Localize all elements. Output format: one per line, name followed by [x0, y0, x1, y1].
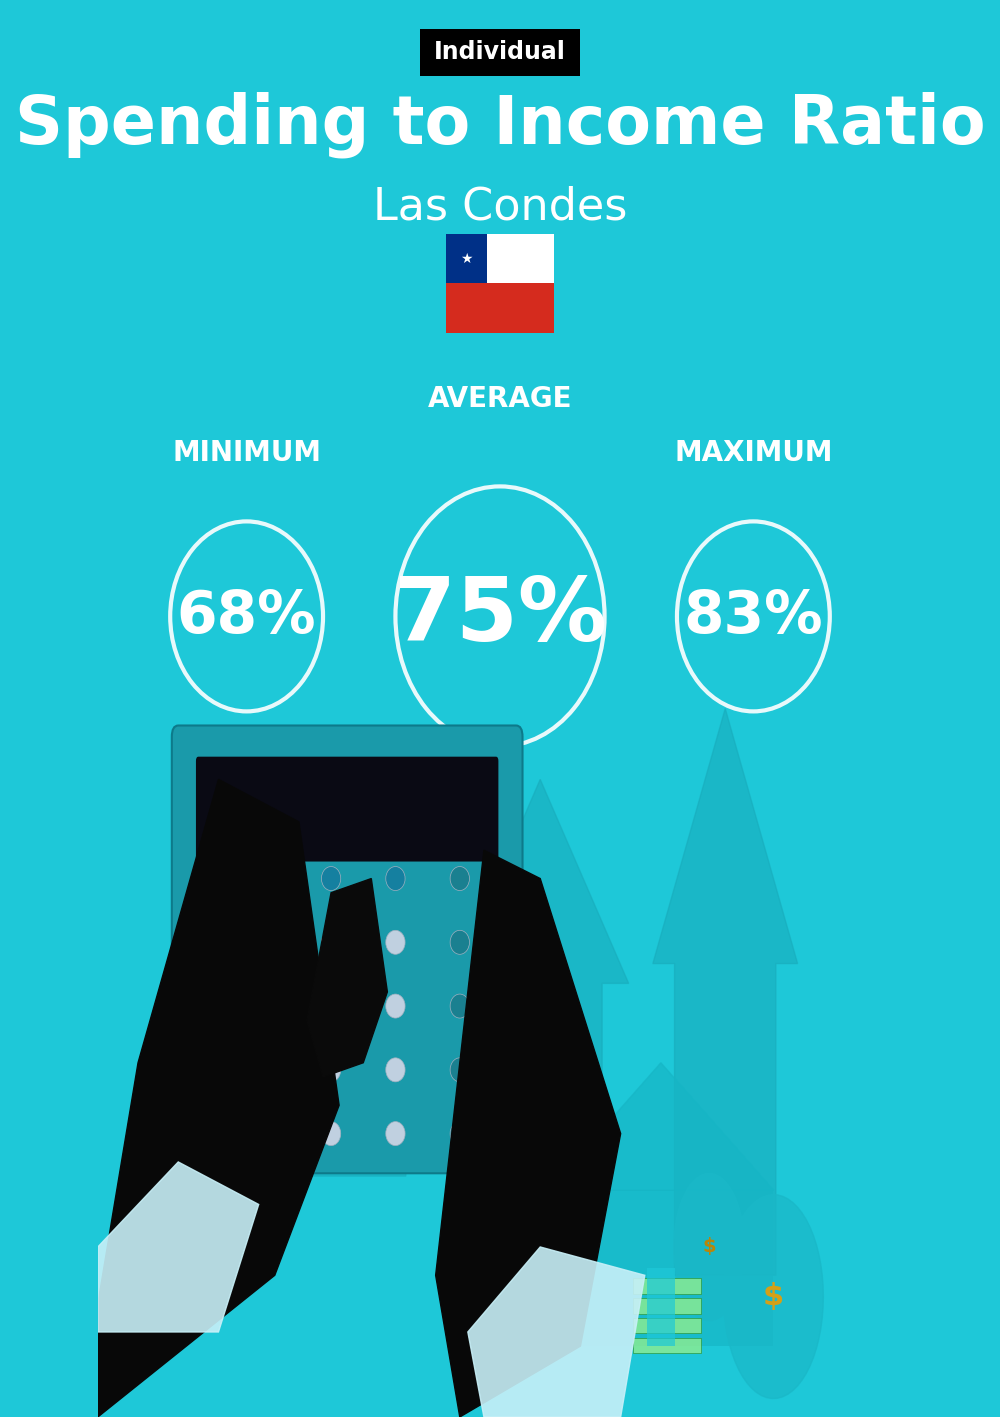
- Text: Las Condes: Las Condes: [373, 186, 627, 228]
- FancyBboxPatch shape: [446, 234, 487, 283]
- Ellipse shape: [321, 867, 341, 890]
- Ellipse shape: [193, 1058, 212, 1081]
- Text: MAXIMUM: MAXIMUM: [674, 439, 833, 468]
- FancyBboxPatch shape: [633, 1338, 701, 1353]
- Ellipse shape: [257, 995, 276, 1017]
- FancyBboxPatch shape: [446, 234, 554, 283]
- Polygon shape: [98, 1162, 259, 1332]
- FancyBboxPatch shape: [633, 1318, 701, 1333]
- Polygon shape: [653, 708, 798, 1275]
- Ellipse shape: [193, 995, 212, 1017]
- Ellipse shape: [450, 931, 469, 954]
- Ellipse shape: [450, 1122, 469, 1145]
- Ellipse shape: [386, 1122, 405, 1145]
- Ellipse shape: [257, 1122, 276, 1145]
- Ellipse shape: [193, 1122, 212, 1145]
- FancyBboxPatch shape: [548, 1190, 773, 1346]
- Text: MINIMUM: MINIMUM: [172, 439, 321, 468]
- Text: ★: ★: [460, 252, 473, 265]
- Ellipse shape: [257, 1058, 276, 1081]
- Text: Spending to Income Ratio: Spending to Income Ratio: [15, 92, 985, 157]
- Polygon shape: [724, 1195, 823, 1399]
- Polygon shape: [436, 850, 621, 1417]
- FancyBboxPatch shape: [633, 1298, 701, 1314]
- FancyBboxPatch shape: [172, 726, 523, 1173]
- Polygon shape: [452, 779, 629, 1233]
- Ellipse shape: [321, 1058, 341, 1081]
- Ellipse shape: [257, 867, 276, 890]
- Ellipse shape: [386, 1058, 405, 1081]
- Ellipse shape: [321, 995, 341, 1017]
- Polygon shape: [283, 864, 428, 1176]
- Text: AVERAGE: AVERAGE: [428, 384, 572, 412]
- Ellipse shape: [321, 931, 341, 954]
- Text: $: $: [702, 1237, 716, 1257]
- Text: Individual: Individual: [434, 41, 566, 64]
- FancyBboxPatch shape: [446, 283, 554, 333]
- Polygon shape: [548, 1063, 773, 1190]
- Ellipse shape: [386, 995, 405, 1017]
- Ellipse shape: [450, 995, 469, 1017]
- Text: 83%: 83%: [684, 588, 823, 645]
- Text: $: $: [763, 1282, 784, 1311]
- Ellipse shape: [386, 867, 405, 890]
- Ellipse shape: [450, 867, 469, 890]
- Text: 68%: 68%: [177, 588, 316, 645]
- Ellipse shape: [193, 867, 212, 890]
- FancyBboxPatch shape: [196, 757, 498, 862]
- FancyBboxPatch shape: [647, 1268, 675, 1346]
- Polygon shape: [674, 1173, 745, 1321]
- Ellipse shape: [257, 931, 276, 954]
- Polygon shape: [98, 779, 339, 1417]
- FancyBboxPatch shape: [633, 1278, 701, 1294]
- Polygon shape: [468, 1247, 645, 1417]
- Ellipse shape: [450, 1058, 469, 1081]
- FancyBboxPatch shape: [420, 30, 580, 77]
- Polygon shape: [307, 879, 387, 1077]
- Ellipse shape: [386, 931, 405, 954]
- Ellipse shape: [193, 931, 212, 954]
- Text: 75%: 75%: [394, 572, 606, 660]
- Ellipse shape: [321, 1122, 341, 1145]
